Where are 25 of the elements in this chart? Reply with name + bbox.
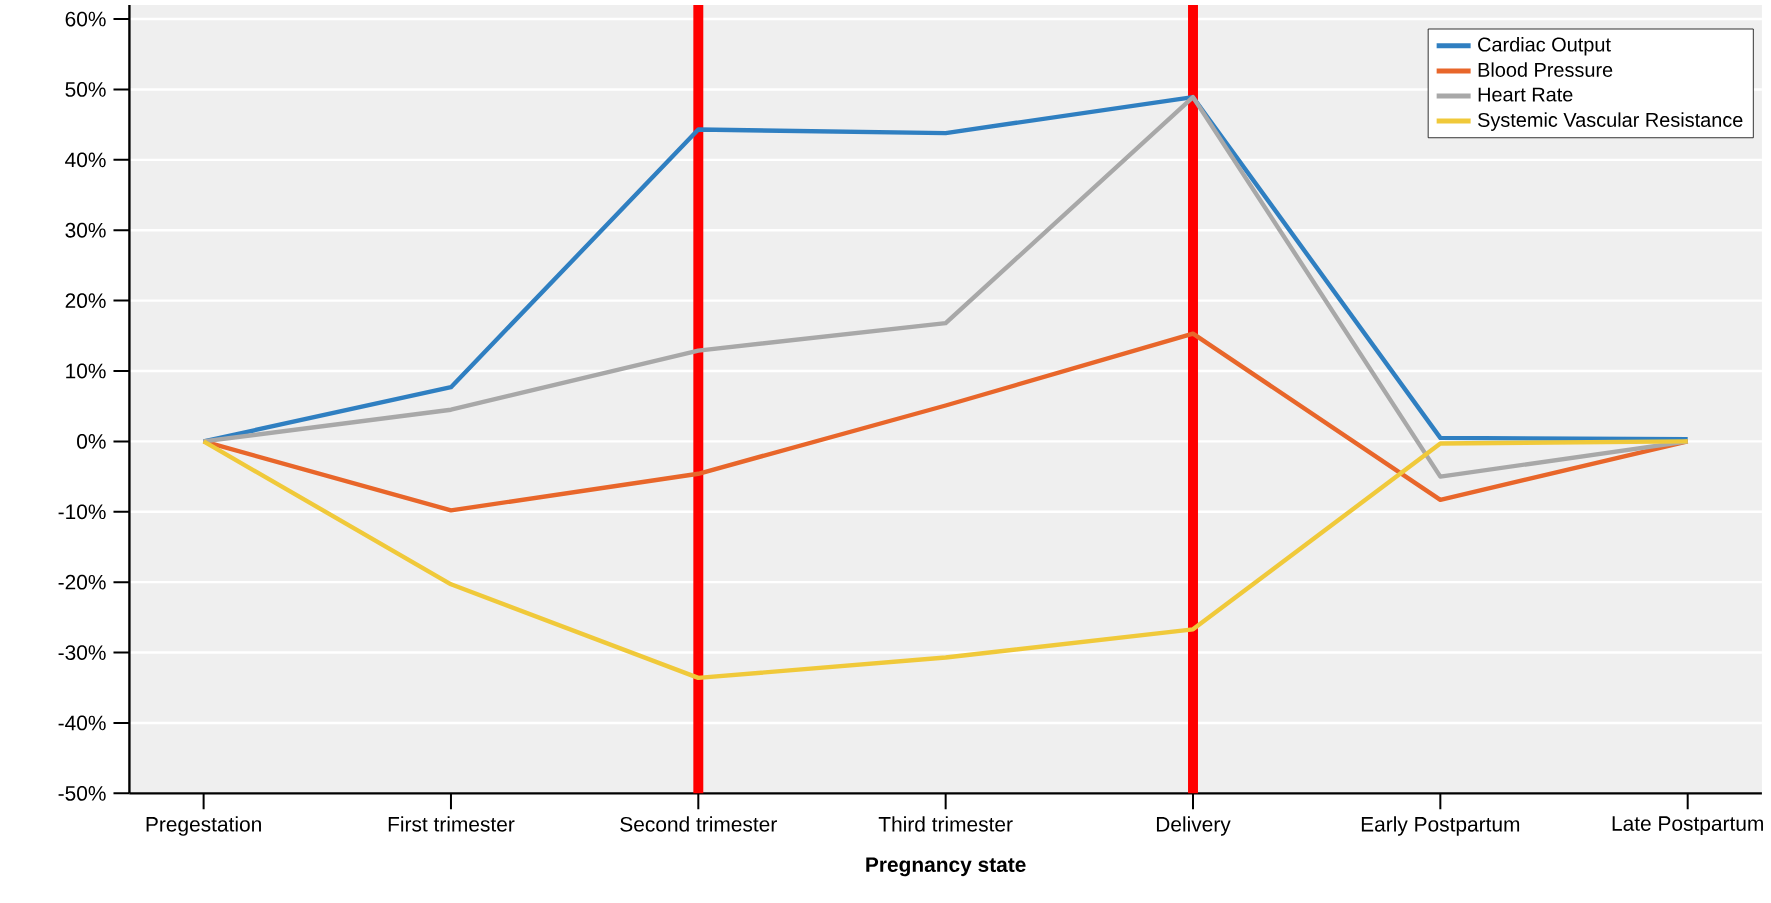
y-tick-label: -10% [58,504,106,520]
x-tick-label: Delivery [1156,816,1231,836]
x-tick-label: First trimester [388,816,515,832]
legend-label: Heart Rate [1478,87,1573,102]
x-tick-label: Pregestation [146,816,261,836]
y-tick-label: 50% [65,82,106,97]
x-tick-label: Late Postpartum [1612,816,1763,836]
y-tick-label: 20% [65,293,106,309]
legend-label: Systemic Vascular Resistance [1478,112,1743,131]
x-tick-label: Third trimester [878,816,1013,832]
legend-label: Cardiac Output [1478,37,1611,56]
y-tick-label: -20% [58,574,106,590]
x-tick-label: Second trimester [620,816,777,832]
y-tick-label: 60% [65,11,106,27]
y-tick-label: 10% [66,363,106,379]
line-series [201,439,1690,681]
x-axis-title: Pregnancy state [866,857,1026,877]
y-tick-label: 0% [77,434,106,449]
legend-label: Blood Pressure [1478,62,1613,78]
y-tick-label: 30% [65,222,106,238]
y-tick-label: -40% [58,715,106,731]
y-tick-label: 40% [65,152,106,168]
y-tick-label: -30% [58,645,106,661]
y-tick-label: -50% [58,786,106,801]
x-tick-label: Early Postpartum [1361,816,1520,836]
